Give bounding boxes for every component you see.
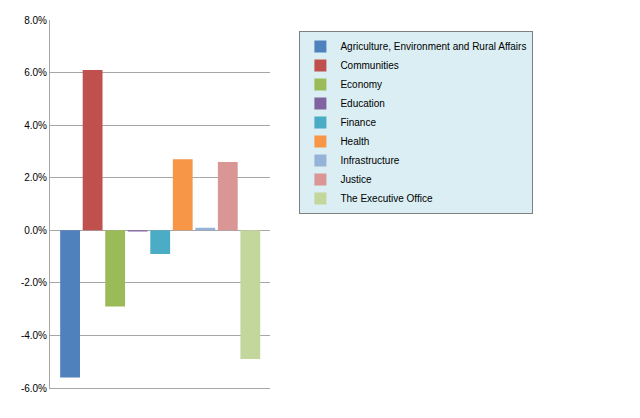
svg-text:Agriculture, Environment and R: Agriculture, Environment and Rural Affai… [340, 41, 526, 52]
svg-text:Justice: Justice [340, 174, 372, 185]
svg-text:2.0%: 2.0% [24, 172, 47, 183]
svg-text:-2.0%: -2.0% [21, 277, 47, 288]
svg-text:Economy: Economy [340, 79, 382, 90]
svg-text:Health: Health [340, 136, 369, 147]
svg-text:6.0%: 6.0% [24, 67, 47, 78]
svg-text:Education: Education [340, 98, 384, 109]
svg-text:Infrastructure: Infrastructure [340, 155, 399, 166]
svg-text:-4.0%: -4.0% [21, 330, 47, 341]
svg-text:4.0%: 4.0% [24, 120, 47, 131]
svg-text:Communities: Communities [340, 60, 398, 71]
svg-text:0.0%: 0.0% [24, 225, 47, 236]
svg-text:The Executive Office: The Executive Office [340, 193, 433, 204]
svg-text:8.0%: 8.0% [24, 15, 47, 26]
svg-text:Finance: Finance [340, 117, 376, 128]
svg-text:-6.0%: -6.0% [21, 383, 47, 394]
